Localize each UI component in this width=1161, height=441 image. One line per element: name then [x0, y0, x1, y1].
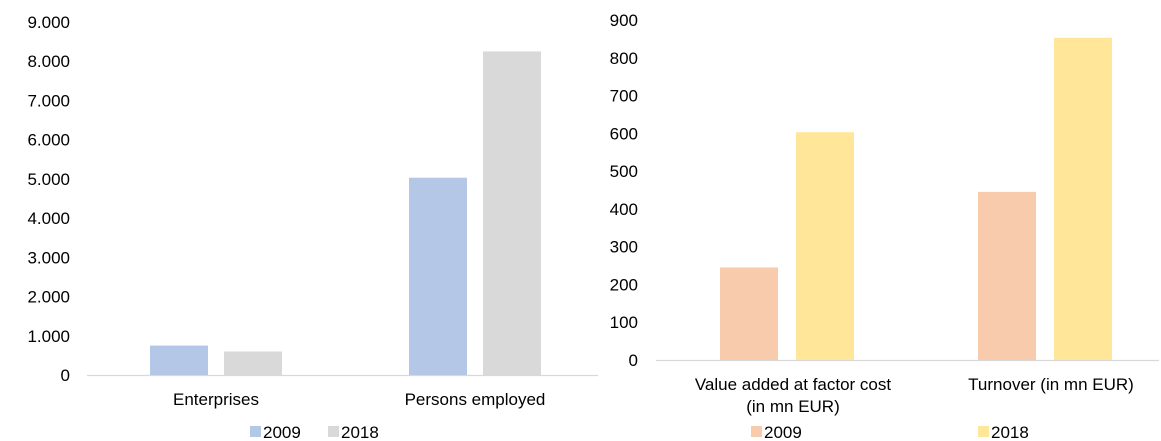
- y-tick-label: 500: [610, 162, 638, 181]
- category-label: Turnover (in mn EUR): [968, 375, 1134, 394]
- category-label: Value added at factor cost: [695, 375, 892, 394]
- y-tick-label: 6.000: [27, 131, 70, 150]
- legend-swatch: [250, 426, 261, 437]
- legend-label: 2009: [263, 423, 301, 441]
- bar-2009-2: [409, 177, 467, 375]
- y-tick-label: 700: [610, 87, 638, 106]
- y-tick-label: 0: [61, 366, 70, 385]
- y-tick-label: 100: [610, 313, 638, 332]
- y-tick-label: 0: [629, 351, 638, 370]
- legend-label: 2018: [991, 423, 1029, 441]
- y-tick-label: 300: [610, 238, 638, 257]
- bar-2009-2: [978, 191, 1036, 360]
- y-tick-label: 4.000: [27, 209, 70, 228]
- bar-2018-2: [1054, 37, 1112, 360]
- bar-2018-1: [796, 132, 854, 360]
- y-tick-label: 200: [610, 275, 638, 294]
- y-tick-label: 400: [610, 200, 638, 219]
- bar-2018-1: [224, 351, 282, 375]
- bar-2009-1: [720, 267, 778, 360]
- left-chart: 0 1.000 2.000 3.000 4.000 5.000 6.000 7.000 8.00…: [27, 13, 598, 441]
- y-tick-label: 600: [610, 124, 638, 143]
- category-label: Persons employed: [405, 390, 546, 409]
- category-label: (in mn EUR): [746, 397, 840, 416]
- bar-2018-2: [483, 51, 541, 376]
- y-tick-label: 7.000: [27, 91, 70, 110]
- y-tick-label: 1.000: [27, 327, 70, 346]
- legend-label: 2018: [341, 423, 379, 441]
- category-label: Enterprises: [173, 390, 259, 409]
- y-tick-label: 5.000: [27, 170, 70, 189]
- y-tick-label: 3.000: [27, 248, 70, 267]
- y-tick-label: 800: [610, 49, 638, 68]
- y-tick-label: 8.000: [27, 52, 70, 71]
- y-tick-label: 9.000: [27, 13, 70, 32]
- right-chart: 0 100 200 300 400 500 600 700 800 900 Value added …: [610, 11, 1159, 441]
- y-tick-label: 2.000: [27, 288, 70, 307]
- legend-swatch: [751, 426, 762, 437]
- legend-swatch: [328, 426, 339, 437]
- y-tick-label: 900: [610, 11, 638, 30]
- bar-2009-1: [150, 345, 208, 375]
- legend-label: 2009: [764, 423, 802, 441]
- legend-swatch: [978, 426, 989, 437]
